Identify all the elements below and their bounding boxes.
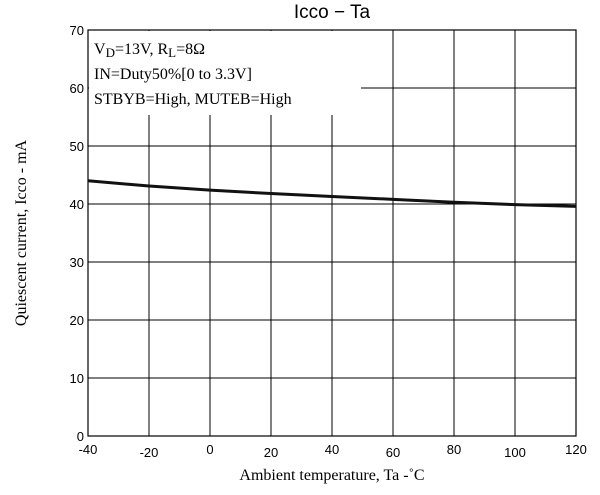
annotation-part: IN=Duty50%[0 to 3.3V] (94, 66, 252, 83)
x-tick-label: 80 (447, 442, 461, 457)
x-tick-label: 60 (386, 445, 400, 460)
y-tick-label: 10 (70, 371, 84, 386)
y-tick-label: 60 (70, 81, 84, 96)
x-tick-label: -20 (140, 445, 159, 460)
annotation-text: STBYB=High, MUTEB=High (94, 91, 292, 108)
annotation-part: =13V, R (115, 41, 169, 58)
annotation-box (89, 31, 361, 115)
annotation-part: =8Ω (176, 41, 205, 58)
x-tick-label: 40 (325, 442, 339, 457)
data-line (87, 179, 577, 208)
annotation-text: IN=Duty50%[0 to 3.3V] (94, 66, 252, 83)
x-tick-label: -40 (79, 442, 98, 457)
x-tick-label: 0 (206, 442, 213, 457)
y-tick-label: 20 (70, 313, 84, 328)
x-tick-label: 100 (504, 445, 526, 460)
annotation-part: V (94, 41, 106, 58)
plot-frame (87, 29, 577, 437)
x-axis-label: Ambient temperature, Ta -˚C (239, 467, 424, 484)
annotation-part: STBYB=High, MUTEB=High (94, 91, 292, 108)
x-tick-label: 20 (264, 445, 278, 460)
y-axis-label: Quiescent current, Icco - mA (13, 139, 30, 326)
chart-title: Icco − Ta (294, 2, 371, 23)
annotation-part: L (168, 45, 176, 60)
annotation-text: VD=13V, RL=8Ω (94, 41, 205, 60)
annotation-part: D (106, 45, 115, 60)
x-tick-label: 120 (565, 442, 587, 457)
y-tick-label: 50 (70, 139, 84, 154)
y-tick-label: 70 (70, 23, 84, 38)
y-tick-label: 30 (70, 255, 84, 270)
y-tick-label: 0 (77, 429, 84, 444)
y-tick-label: 40 (70, 197, 84, 212)
